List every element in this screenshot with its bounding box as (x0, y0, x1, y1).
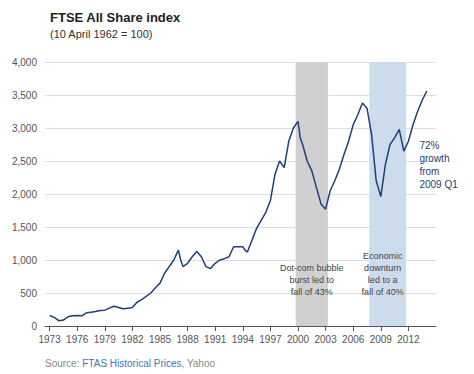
svg-text:1976: 1976 (66, 334, 89, 345)
svg-text:2,000: 2,000 (12, 189, 37, 200)
svg-text:2009: 2009 (370, 334, 393, 345)
svg-text:growth: growth (419, 153, 449, 164)
svg-text:1982: 1982 (121, 334, 144, 345)
svg-text:Economic: Economic (363, 251, 403, 261)
svg-text:Dot-com bubble: Dot-com bubble (280, 263, 344, 273)
svg-text:2006: 2006 (342, 334, 365, 345)
svg-text:0: 0 (31, 321, 37, 332)
svg-text:4,000: 4,000 (12, 57, 37, 68)
svg-text:1,500: 1,500 (12, 222, 37, 233)
svg-text:1,000: 1,000 (12, 255, 37, 266)
svg-text:1985: 1985 (149, 334, 172, 345)
svg-text:1988: 1988 (176, 334, 199, 345)
svg-text:2003: 2003 (314, 334, 337, 345)
svg-text:1991: 1991 (204, 334, 227, 345)
svg-text:(10 April 1962 = 100): (10 April 1962 = 100) (50, 28, 152, 40)
svg-text:3,000: 3,000 (12, 123, 37, 134)
svg-text:, Yahoo: , Yahoo (182, 358, 216, 369)
svg-text:fall of 40%: fall of 40% (362, 287, 404, 297)
svg-text:1997: 1997 (259, 334, 282, 345)
svg-text:burst led to: burst led to (290, 275, 335, 285)
svg-text:2012: 2012 (397, 334, 420, 345)
svg-text:fall of 43%: fall of 43% (291, 287, 333, 297)
svg-text:FTAS Historical Prices: FTAS Historical Prices (82, 358, 181, 369)
svg-text:downturn: downturn (364, 263, 401, 273)
svg-text:FTSE All Share index: FTSE All Share index (50, 10, 181, 25)
svg-text:1994: 1994 (232, 334, 255, 345)
svg-text:2009 Q1: 2009 Q1 (419, 179, 458, 190)
svg-text:1973: 1973 (38, 334, 61, 345)
svg-text:led to a: led to a (368, 275, 398, 285)
svg-text:500: 500 (20, 288, 37, 299)
svg-text:3,500: 3,500 (12, 90, 37, 101)
svg-text:1979: 1979 (94, 334, 117, 345)
svg-text:from: from (419, 166, 439, 177)
svg-text:72%: 72% (419, 140, 439, 151)
svg-text:2,500: 2,500 (12, 156, 37, 167)
svg-text:Source:: Source: (45, 358, 82, 369)
svg-text:2000: 2000 (287, 334, 310, 345)
